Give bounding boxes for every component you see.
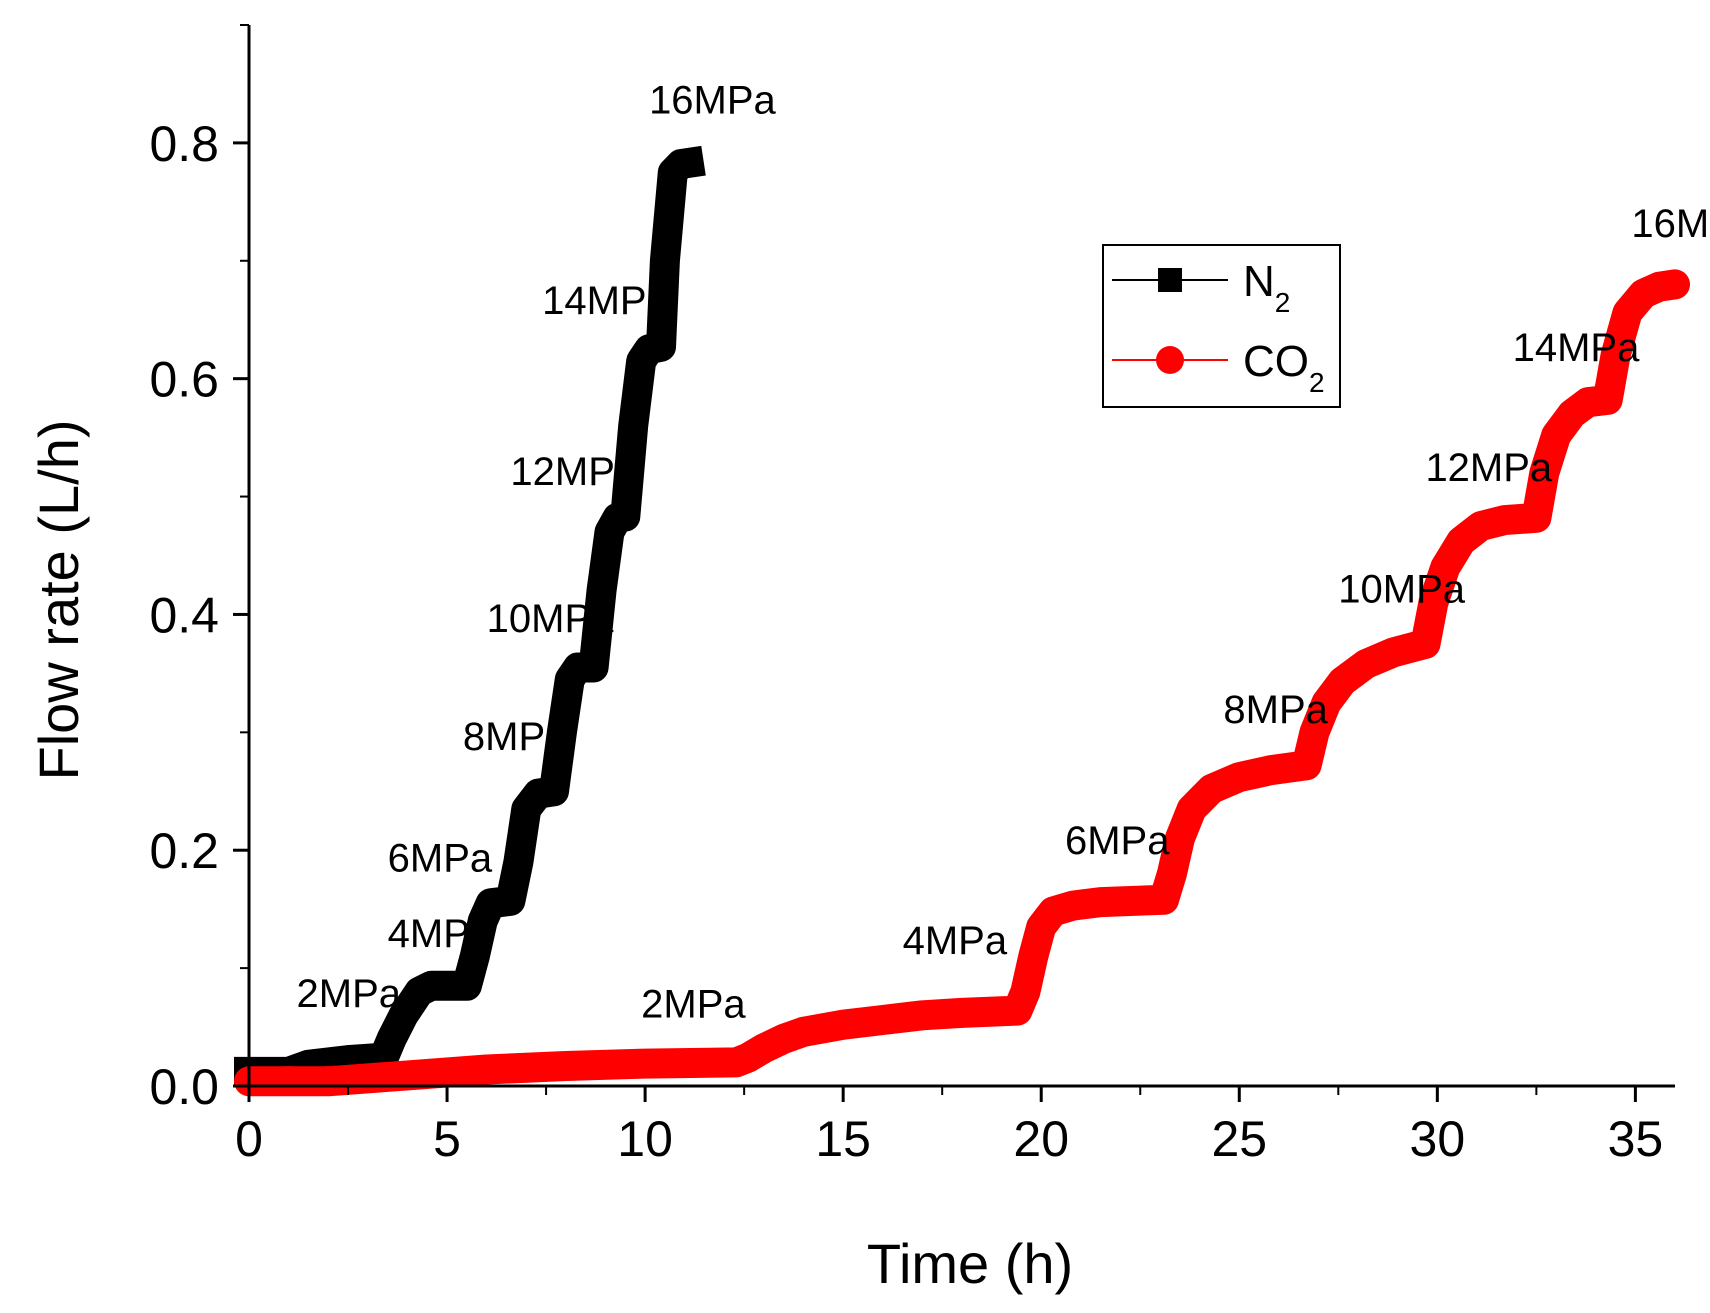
- legend-item-co2: CO2: [1112, 337, 1325, 398]
- x-tick-label: 5: [433, 1111, 461, 1167]
- x-tick-label: 10: [617, 1111, 673, 1167]
- y-tick-label: 0.0: [149, 1059, 219, 1115]
- pressure-annotation: 6MPa: [1065, 819, 1170, 863]
- legend-label-n2: N2: [1243, 257, 1290, 318]
- legend-label-co2-base: CO: [1243, 337, 1309, 386]
- pressure-annotation: 12MPa: [510, 450, 637, 494]
- series-line-co2: [234, 269, 1690, 1097]
- x-tick-label: 30: [1410, 1111, 1466, 1167]
- pressure-annotation: 6MPa: [388, 836, 493, 880]
- x-tick-label: 25: [1211, 1111, 1267, 1167]
- x-tick-label: 15: [815, 1111, 871, 1167]
- pressure-annotation: 2MPa: [641, 983, 746, 1027]
- pressure-annotation: 4MPa: [388, 912, 493, 956]
- pressure-annotation: 12MPa: [1425, 446, 1552, 490]
- pressure-annotation: 14MPa: [1513, 326, 1640, 370]
- legend-item-n2: N2: [1112, 257, 1290, 318]
- pressure-annotation: 10MPa: [487, 597, 614, 641]
- legend-label-n2-base: N: [1243, 257, 1275, 306]
- legend-label-n2-subscript: 2: [1275, 287, 1291, 318]
- annotation-layer: 16MPa 14MPa 12MPa 10MPa 8MPa 6MPa 4MPa 2MPa 16MP…: [297, 78, 1710, 1026]
- legend: N2 CO2: [1102, 244, 1341, 408]
- legend-label-co2: CO2: [1243, 337, 1325, 398]
- pressure-annotation: 10MPa: [1338, 568, 1465, 612]
- pressure-annotation: 8MPa: [463, 715, 568, 759]
- x-tick-label: 0: [235, 1111, 263, 1167]
- axes: 0 5 10 15 20 25 30 35 0.0 0.2 0.4 0.6 0.8: [149, 24, 1675, 1167]
- legend-square-marker: [1158, 268, 1182, 292]
- y-tick-label: 0.2: [149, 823, 219, 879]
- pressure-annotation: 14MPa: [542, 279, 669, 323]
- x-tick-label: 35: [1608, 1111, 1664, 1167]
- pressure-annotation: 16MPa: [1631, 202, 1710, 246]
- x-tick-label: 20: [1013, 1111, 1069, 1167]
- series-line-n2: [234, 145, 706, 1087]
- pressure-annotation: 8MPa: [1223, 688, 1328, 732]
- pressure-annotation: 4MPa: [903, 919, 1008, 963]
- legend-circle-marker: [1156, 346, 1184, 374]
- y-tick-label: 0.4: [149, 587, 219, 643]
- y-axis-title: Flow rate (L/h): [27, 420, 90, 781]
- y-tick-label: 0.8: [149, 116, 219, 172]
- pressure-annotation: 2MPa: [297, 972, 402, 1016]
- co2-point-marker: [274, 1066, 303, 1095]
- legend-label-co2-subscript: 2: [1309, 367, 1325, 398]
- x-axis-title: Time (h): [867, 1232, 1073, 1295]
- pressure-annotation: 16MPa: [649, 78, 776, 122]
- legend-box: [1102, 244, 1341, 408]
- y-tick-label: 0.6: [149, 352, 219, 408]
- co2-point-marker: [314, 1066, 343, 1095]
